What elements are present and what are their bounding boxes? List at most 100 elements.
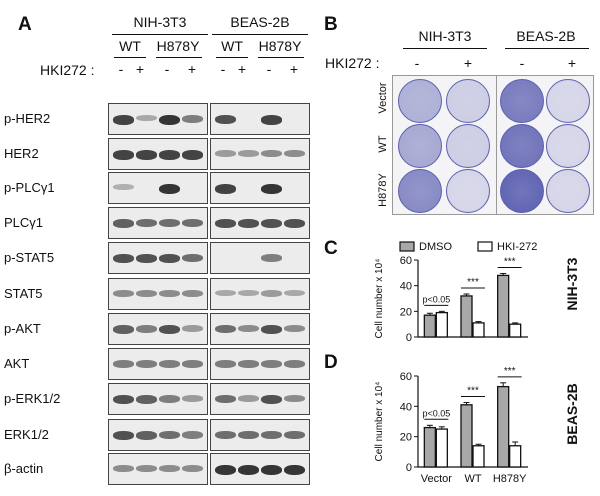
blot-label-p-erk12: p-ERK1/2	[4, 391, 61, 406]
panel-d-letter: D	[324, 352, 338, 373]
blot-band	[159, 465, 180, 472]
bar-hki-272	[435, 428, 448, 468]
chart-c: 0 20 40 60 Cell number x 10⁴ p<0.05 *** *** DMSO…	[374, 241, 537, 344]
blot-label-erk12: ERK1/2	[4, 427, 49, 442]
blot-band	[136, 431, 157, 440]
blot-strip	[210, 453, 310, 485]
bar-dmso	[460, 295, 473, 338]
bar-dmso	[423, 314, 436, 338]
blot-strip	[210, 313, 310, 345]
blot-strip	[210, 278, 310, 310]
blot-label-beta-actin: β-actin	[4, 461, 44, 476]
colony-well	[398, 124, 442, 168]
blot-band	[238, 395, 259, 402]
blot-band	[284, 360, 305, 368]
blot-strip	[210, 138, 310, 170]
blot-band	[215, 184, 236, 194]
blot-band	[159, 431, 180, 439]
bar-hki-272	[472, 322, 485, 338]
blot-band	[238, 150, 259, 157]
blot-band	[136, 395, 157, 404]
blot-band	[238, 290, 259, 296]
blot-band	[238, 219, 259, 228]
blot-band	[182, 465, 203, 472]
blot-strip	[108, 313, 208, 345]
significance-label: ***	[467, 386, 479, 397]
bar-dmso	[423, 426, 436, 468]
y-tick-label: 0	[406, 462, 412, 474]
panel-b-cellline-beas2b: BEAS-2B	[516, 28, 576, 44]
blot-band	[261, 395, 282, 404]
blot-strip	[108, 207, 208, 239]
blot-band	[113, 290, 134, 297]
blot-band	[284, 150, 305, 157]
blot-band	[113, 465, 134, 472]
y-axis-label: Cell number x 10⁴	[374, 259, 385, 339]
blot-band	[238, 360, 259, 368]
blot-strip	[108, 278, 208, 310]
blot-label-stat5: STAT5	[4, 286, 43, 301]
blot-band	[159, 150, 180, 160]
blot-band	[261, 184, 282, 194]
blot-band	[215, 431, 236, 439]
colony-well	[500, 124, 544, 168]
colony-well	[546, 124, 590, 168]
blot-label-plcg1: PLCγ1	[4, 215, 44, 230]
blot-band	[113, 325, 134, 334]
blot-band	[113, 395, 134, 404]
significance-label: ***	[467, 277, 479, 288]
panel-a-cellline-beas2b-underline	[212, 34, 308, 35]
blot-label-her2: HER2	[4, 146, 39, 161]
blot-band	[261, 360, 282, 368]
blot-band	[284, 431, 305, 439]
bar-dmso	[497, 274, 510, 338]
x-tick-label: H878Y	[493, 473, 527, 485]
blot-strip	[210, 207, 310, 239]
blot-band	[182, 395, 203, 402]
blot-band	[182, 360, 203, 368]
panel-a-genotype-h878y-nih-underline	[156, 57, 202, 58]
panel-a-genotype-h878y-beas-underline	[258, 57, 304, 58]
blot-strip	[108, 383, 208, 415]
y-tick-label: 60	[400, 255, 412, 267]
blot-band	[238, 431, 259, 439]
blot-band	[215, 219, 236, 228]
blot-band	[215, 360, 236, 368]
panel-b-cellline-nih3t3-underline	[403, 48, 487, 49]
blot-band	[113, 219, 134, 228]
blot-band	[261, 325, 282, 334]
panel-c-letter: C	[324, 238, 338, 259]
panel-a-sign-2: +	[135, 61, 145, 77]
chart-d: 0 20 40 60 Cell number x 10⁴ Vector p<0.05 WT **…	[374, 366, 528, 485]
panel-a-genotype-wt-nih: WT	[119, 38, 141, 54]
panel-b-cellline-nih3t3: NIH-3T3	[418, 28, 472, 44]
blot-band	[261, 150, 282, 157]
bar-hki-272	[509, 323, 522, 338]
blot-band	[136, 115, 157, 121]
panel-a-sign-6: +	[237, 61, 247, 77]
blot-band	[182, 115, 203, 123]
blot-band	[136, 150, 157, 160]
blot-band	[136, 254, 157, 263]
panel-b-cellline-beas2b-underline	[505, 48, 589, 49]
legend-label: HKI-272	[497, 241, 537, 253]
panel-a-sign-4: +	[187, 61, 197, 77]
blot-strip	[108, 348, 208, 380]
colony-well	[500, 79, 544, 123]
colony-well	[398, 79, 442, 123]
blot-band	[215, 465, 236, 475]
blot-band	[136, 219, 157, 227]
blot-band	[284, 290, 305, 296]
panel-a-treatment-label: HKI272 :	[40, 62, 95, 78]
blot-strip	[108, 103, 208, 135]
blot-strip	[108, 453, 208, 485]
blot-band	[261, 431, 282, 439]
blot-label-akt: AKT	[4, 356, 30, 371]
colony-well	[446, 124, 490, 168]
bar-dmso	[497, 385, 510, 468]
bar-hki-272	[472, 445, 485, 468]
panel-a-sign-3: -	[164, 61, 170, 77]
significance-label: ***	[504, 256, 516, 267]
blot-band	[113, 360, 134, 368]
panel-a-cellline-beas2b: BEAS-2B	[230, 14, 290, 30]
